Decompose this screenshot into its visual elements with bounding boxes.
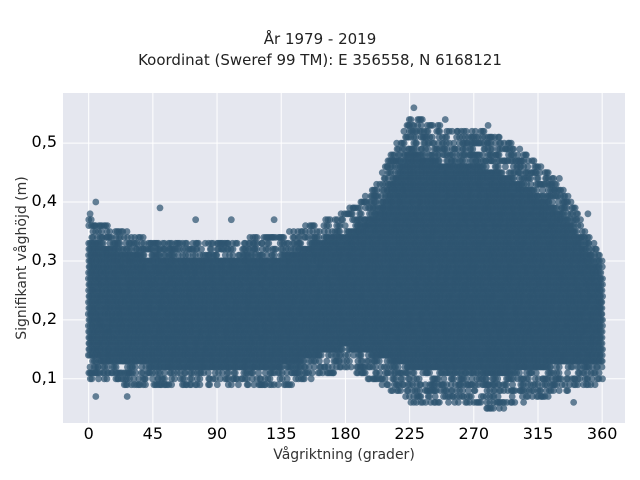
- data-point: [300, 375, 308, 383]
- data-point: [346, 357, 353, 365]
- data-point: [87, 216, 95, 224]
- data-point: [316, 357, 323, 365]
- data-point: [149, 375, 156, 383]
- data-point: [95, 375, 102, 383]
- data-point: [196, 375, 204, 383]
- data-point: [325, 222, 333, 230]
- data-point: [381, 375, 389, 383]
- data-point: [171, 375, 178, 383]
- data-point: [140, 251, 148, 259]
- data-point: [283, 375, 291, 383]
- data-point: [103, 375, 111, 383]
- data-point: [274, 381, 282, 389]
- data-point: [338, 345, 346, 353]
- data-point: [310, 222, 318, 230]
- data-point: [233, 239, 241, 247]
- data-point: [339, 216, 347, 224]
- data-point: [375, 357, 383, 365]
- data-point: [229, 251, 237, 259]
- data-point: [323, 357, 331, 365]
- data-point: [330, 369, 337, 377]
- data-point: [357, 351, 365, 359]
- data-point: [229, 245, 237, 253]
- data-point: [376, 369, 384, 377]
- data-point: [198, 245, 205, 253]
- data-point: [180, 375, 188, 383]
- data-point: [307, 375, 315, 383]
- data-point: [280, 234, 288, 241]
- data-point: [336, 228, 344, 235]
- data-point: [361, 369, 369, 377]
- data-points: [84, 104, 606, 412]
- data-point: [88, 375, 96, 383]
- data-point: [116, 239, 124, 247]
- data-point: [204, 369, 212, 377]
- data-point: [112, 363, 120, 371]
- data-point: [356, 204, 364, 212]
- data-point: [104, 363, 111, 371]
- data-point: [196, 381, 204, 389]
- data-point: [255, 369, 262, 377]
- data-point: [99, 239, 107, 247]
- data-point: [104, 222, 111, 230]
- data-point: [132, 363, 139, 371]
- data-point: [271, 251, 278, 259]
- data-point: [265, 239, 273, 247]
- data-point: [213, 381, 221, 389]
- data-point: [288, 381, 295, 389]
- data-point: [132, 369, 140, 377]
- data-point: [195, 239, 202, 247]
- data-point: [244, 381, 252, 389]
- data-point: [98, 228, 105, 235]
- data-point: [161, 375, 169, 383]
- data-point: [139, 234, 147, 241]
- data-point: [317, 351, 325, 359]
- data-point: [357, 210, 365, 218]
- data-point: [348, 210, 356, 218]
- data-point: [142, 381, 149, 389]
- data-point: [168, 381, 176, 389]
- data-point: [106, 228, 114, 235]
- data-point: [161, 369, 169, 377]
- data-point: [308, 369, 316, 377]
- data-point: [213, 251, 221, 259]
- data-point: [384, 381, 392, 389]
- data-point: [123, 228, 131, 235]
- data-point: [207, 245, 215, 253]
- data-point: [266, 375, 274, 383]
- data-point: [341, 222, 349, 230]
- data-point: [183, 239, 191, 247]
- data-point: [228, 381, 235, 389]
- data-point: [206, 381, 214, 389]
- data-point: [94, 363, 102, 371]
- data-point: [231, 369, 239, 377]
- data-point: [344, 351, 352, 359]
- data-point: [130, 375, 138, 383]
- data-point: [142, 375, 149, 383]
- data-point: [235, 381, 242, 389]
- data-point: [297, 239, 305, 247]
- data-point: [253, 234, 261, 241]
